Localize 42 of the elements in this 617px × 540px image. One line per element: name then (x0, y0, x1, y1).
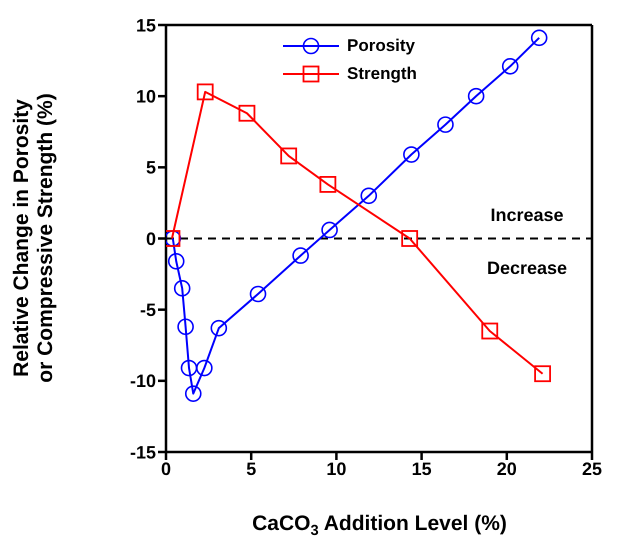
point (360, 188, 378, 204)
point (168, 252, 185, 270)
point (437, 116, 454, 133)
point (196, 360, 213, 376)
point (280, 148, 298, 164)
y-tick-label: 15 (136, 15, 156, 36)
point (174, 280, 190, 297)
point (319, 176, 336, 193)
point (184, 385, 202, 402)
point (481, 322, 498, 340)
y-tick-label: -10 (130, 371, 156, 392)
point (177, 318, 194, 336)
point (530, 30, 548, 46)
x-tick-label: 15 (412, 458, 432, 479)
y-tick-label: -5 (140, 300, 156, 320)
point (534, 365, 551, 382)
x-tick-label: 25 (582, 458, 602, 479)
annotation: Increase (490, 205, 564, 225)
y-tick-label: 5 (146, 158, 156, 178)
point (403, 146, 420, 163)
annotation: Decrease (486, 258, 568, 278)
point (292, 247, 309, 264)
x-tick-label: 10 (326, 458, 346, 479)
point (210, 320, 228, 336)
point (250, 286, 266, 302)
x-tick-label: 20 (496, 458, 517, 479)
point (196, 83, 214, 100)
point (180, 360, 198, 376)
x-tick-label: 0 (160, 458, 172, 479)
point (238, 104, 256, 122)
y-tick-label: 0 (146, 228, 156, 249)
legend-label: Strength (347, 64, 417, 84)
x-tick-label: 5 (246, 458, 256, 479)
x-axis-title: CaCO$_{3}$ Addition Level (%) (252, 512, 507, 538)
point (321, 222, 338, 238)
point (468, 88, 484, 104)
y-tick-label: -15 (130, 442, 156, 462)
y-axis-title: Relative Change in Porosity or Compressive Strength (%) (10, 93, 57, 383)
point (401, 230, 418, 247)
legend-label: Porosity (347, 36, 416, 56)
y-tick-label: 10 (136, 86, 156, 107)
point (502, 58, 519, 75)
